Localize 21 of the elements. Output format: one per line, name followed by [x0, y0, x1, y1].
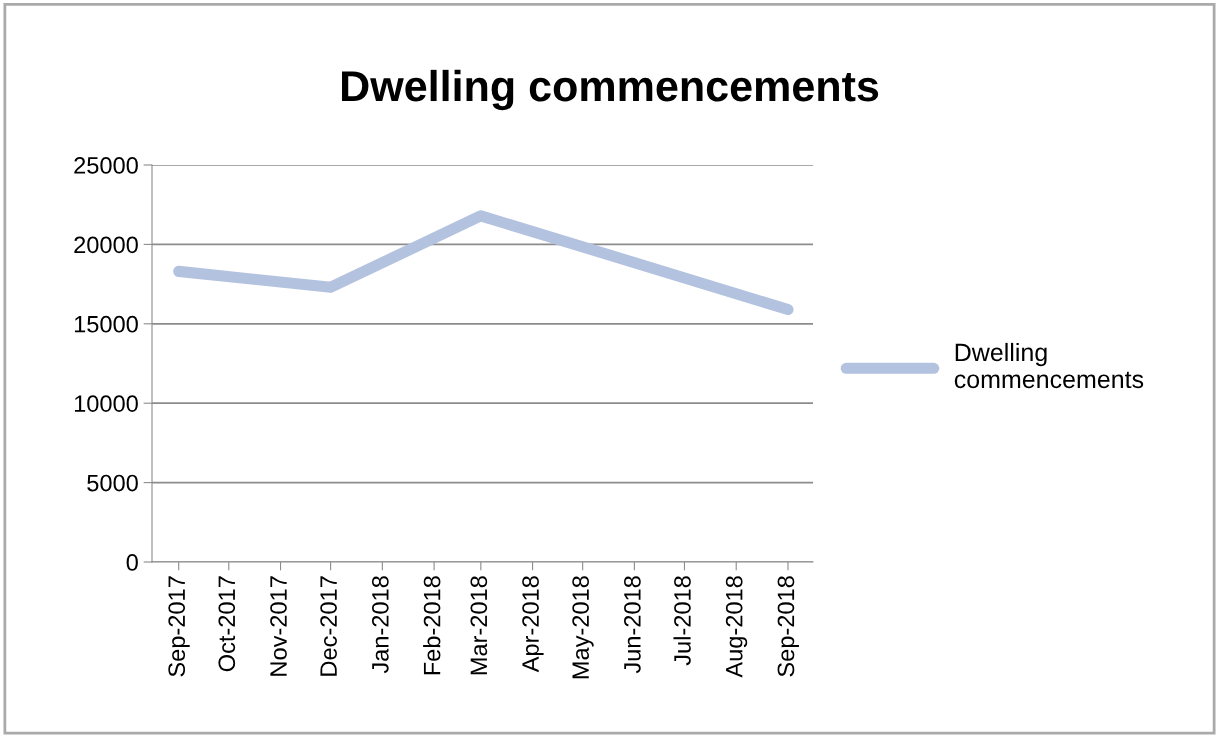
x-tick-label: Jul-2018 [673, 576, 691, 666]
chart-title: Dwelling commencements [342, 69, 879, 111]
x-tick-label: Nov-2017 [270, 576, 287, 676]
y-tick-label: 15000 [74, 315, 138, 333]
x-tick-label: Sep-2018 [777, 576, 799, 677]
x-tick-label: Oct-2017 [218, 576, 236, 672]
y-tick-label: 20000 [74, 236, 138, 254]
x-tick-label: Feb-2018 [423, 576, 441, 675]
x-tick-label: Jun-2018 [624, 576, 641, 674]
x-tick-label: Aug-2018 [725, 576, 748, 678]
x-tick-label: Apr-2018 [522, 576, 544, 673]
x-tick-label: Mar-2018 [470, 576, 488, 675]
y-tick-label: 10000 [74, 395, 138, 412]
x-tick-label: Dec-2017 [320, 576, 337, 676]
x-tick-label: Sep-2017 [168, 576, 190, 677]
y-tick-label: 25000 [74, 157, 138, 174]
y-tick-label: 0 [126, 554, 138, 571]
x-tick-label: May-2018 [572, 576, 594, 679]
y-tick-label: 5000 [87, 474, 138, 492]
legend-label: Dwelling commencements [954, 342, 1144, 389]
x-tick-label: Jan-2018 [371, 576, 389, 674]
